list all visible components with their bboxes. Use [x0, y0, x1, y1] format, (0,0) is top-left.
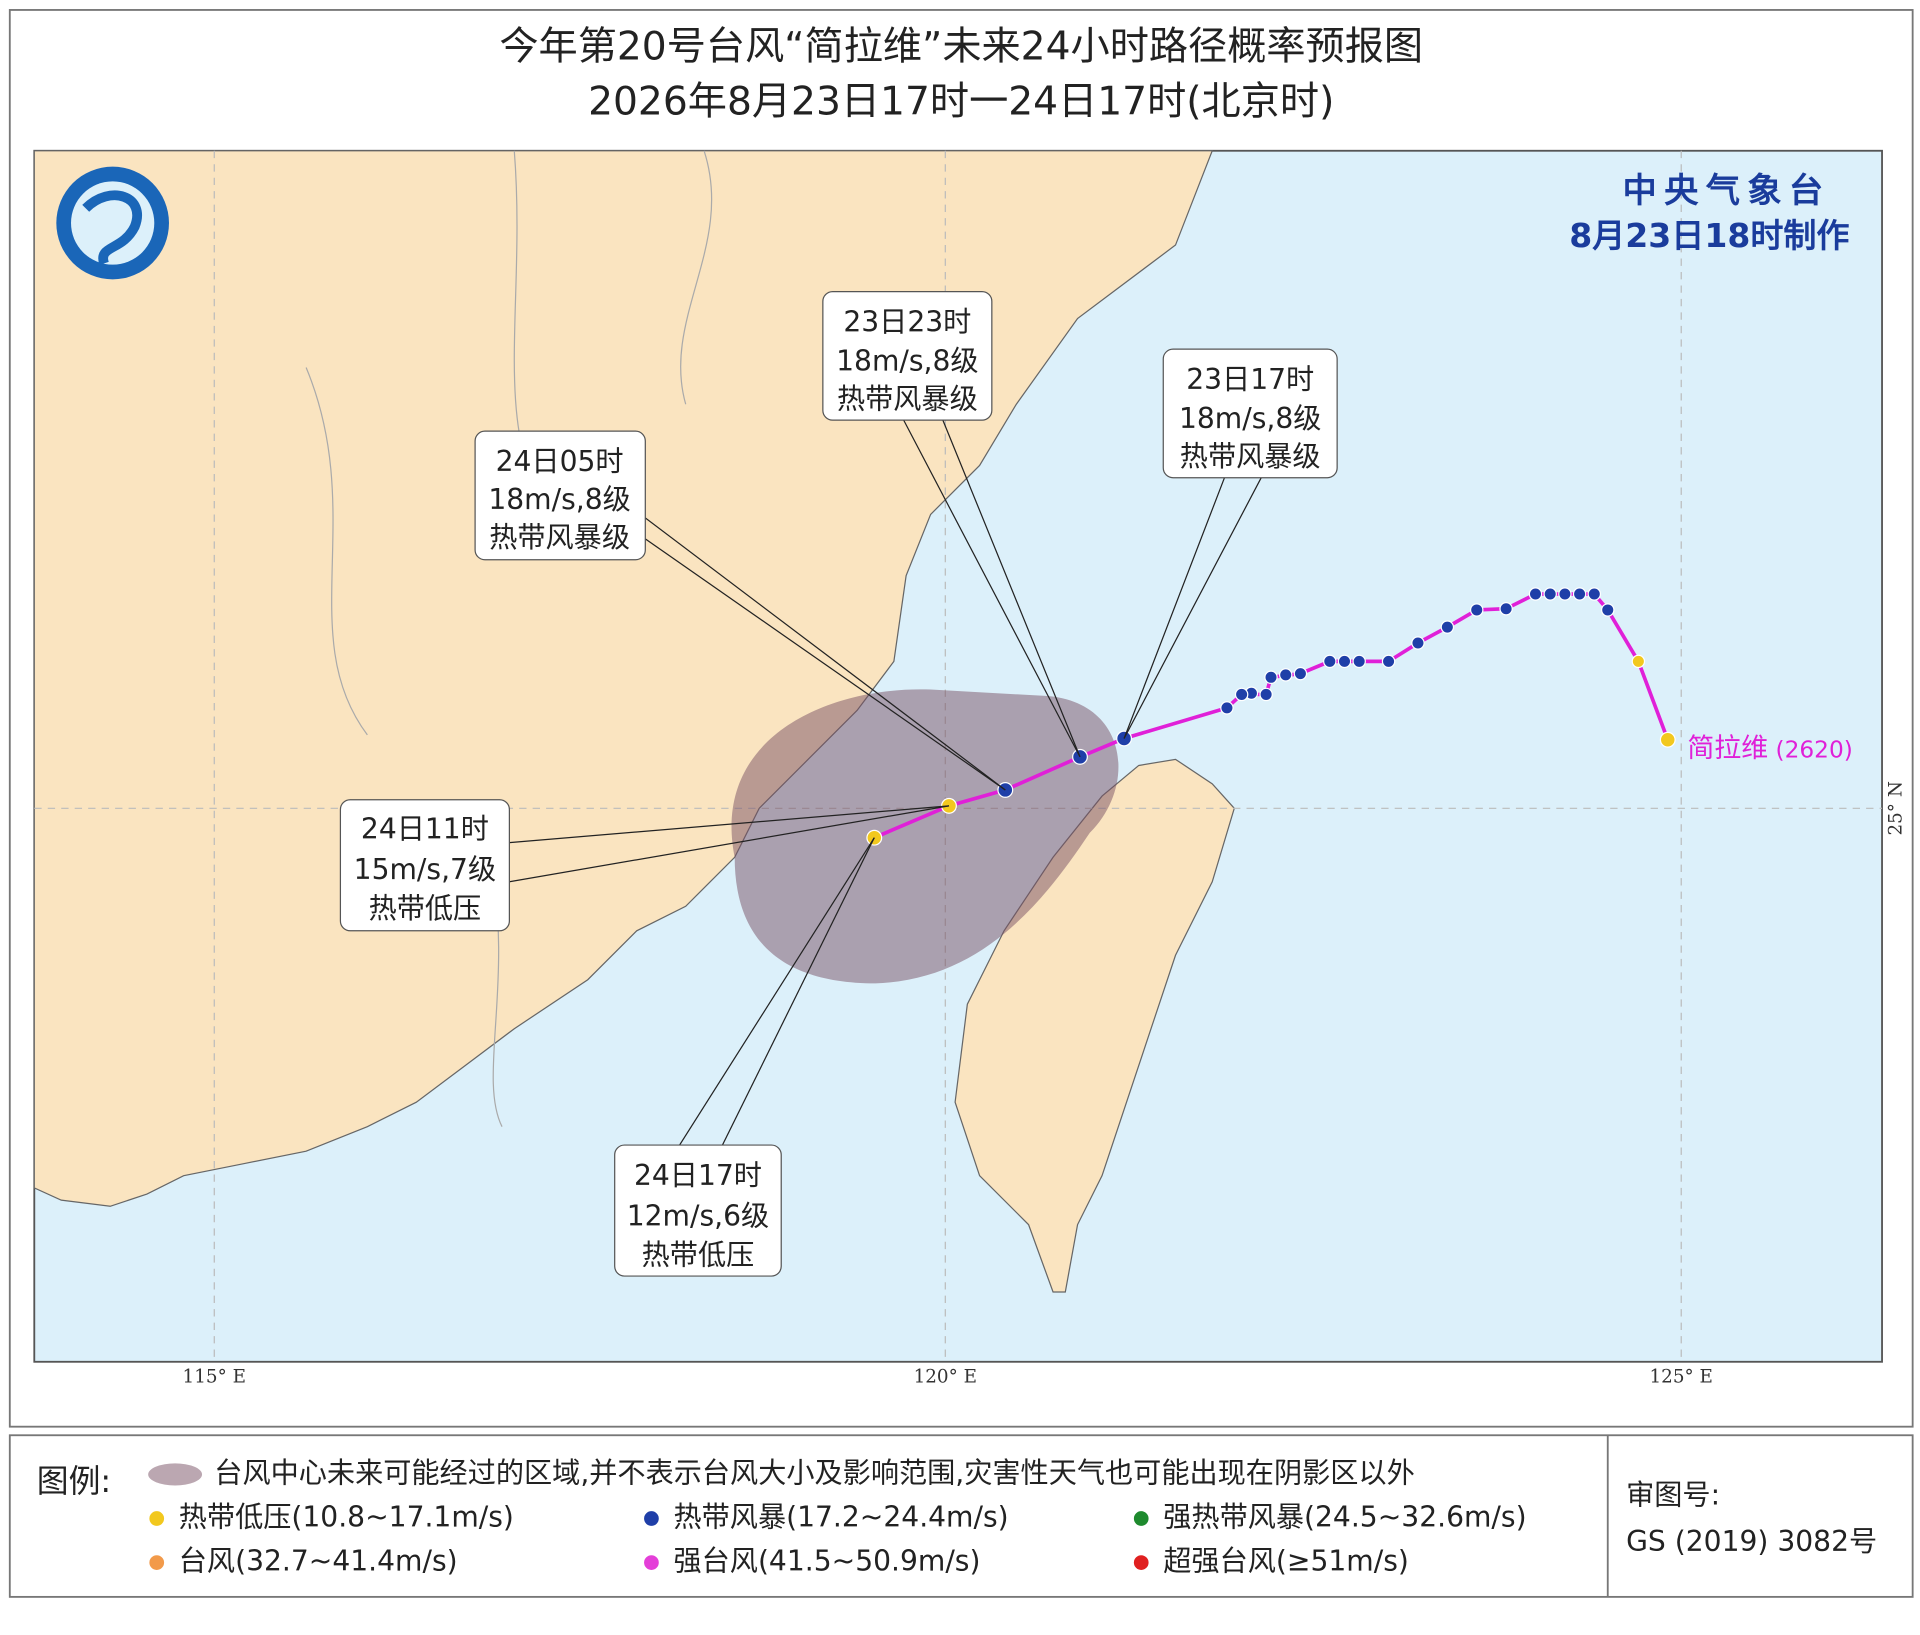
leader-lines — [509, 419, 1262, 1146]
typhoon-name: 简拉维 — [1687, 733, 1768, 764]
legend-items: 热带低压(10.8~17.1m/s) 热带风暴(17.2~24.4m/s) 强热带风… — [149, 1501, 1527, 1578]
callout-time: 24日05时 — [496, 445, 624, 478]
callout-grade: 热带低压 — [642, 1238, 755, 1271]
issued: 8月23日18时制作 — [1569, 216, 1849, 255]
callout-time: 23日17时 — [1186, 363, 1314, 396]
borders — [305, 150, 713, 1127]
callout-grade: 热带风暴级 — [489, 521, 630, 554]
legend-label: 超强台风(≥51m/s) — [1163, 1545, 1409, 1578]
legend-label: 强台风(41.5~50.9m/s) — [673, 1545, 980, 1578]
legend-swatch — [1133, 1511, 1149, 1526]
agency: 中央气象台 — [1622, 171, 1830, 211]
approval-label: 审图号: — [1626, 1478, 1720, 1511]
lon-label: 115° E — [183, 1367, 246, 1388]
callout-time: 24日17时 — [634, 1159, 762, 1192]
typhoon-code: (2620) — [1776, 736, 1853, 763]
legend-label: 热带低压(10.8~17.1m/s) — [179, 1501, 514, 1534]
legend-shade: 台风中心未来可能经过的区域,并不表示台风大小及影响范围,灾害性天气也可能出现在阴… — [214, 1456, 1414, 1489]
legend-swatch — [149, 1511, 165, 1526]
legend-swatch — [149, 1555, 165, 1570]
callout-grade: 热带风暴级 — [1180, 440, 1321, 473]
title: 今年第20号台风“简拉维”未来24小时路径概率预报图 — [499, 25, 1423, 70]
legend-swatch — [644, 1511, 659, 1526]
callout-wind: 18m/s,8级 — [1179, 402, 1321, 435]
callout-wind: 18m/s,8级 — [836, 345, 978, 378]
callout-grade: 热带低压 — [369, 892, 482, 925]
callout-wind: 15m/s,7级 — [354, 853, 496, 886]
callout-time: 23日23时 — [843, 305, 971, 338]
logo — [56, 166, 169, 280]
legend-swatch — [644, 1555, 659, 1570]
legend-shade-swatch — [148, 1463, 203, 1486]
graticule — [34, 150, 1883, 1362]
legend-swatch — [1133, 1555, 1149, 1570]
legend-label: 热带风暴(17.2~24.4m/s) — [673, 1501, 1008, 1534]
legend-label: 台风(32.7~41.4m/s) — [179, 1545, 458, 1578]
callout-grade: 热带风暴级 — [837, 383, 978, 416]
callout-wind: 18m/s,8级 — [488, 483, 630, 516]
legend-label: 强热带风暴(24.5~32.6m/s) — [1163, 1501, 1526, 1534]
lat-label: 25° N — [1886, 781, 1907, 835]
approval-number: GS (2019) 3082号 — [1626, 1525, 1877, 1558]
callout-wind: 12m/s,6级 — [627, 1199, 769, 1232]
legend-title: 图例: — [37, 1462, 111, 1500]
legend: 图例: 台风中心未来可能经过的区域,并不表示台风大小及影响范围,灾害性天气也可能… — [8, 1434, 1914, 1598]
lon-label: 125° E — [1649, 1367, 1712, 1388]
callout-time: 24日11时 — [361, 812, 489, 845]
lon-label: 120° E — [914, 1367, 977, 1388]
subtitle: 2026年8月23日17时一24日17时(北京时) — [588, 80, 1334, 125]
